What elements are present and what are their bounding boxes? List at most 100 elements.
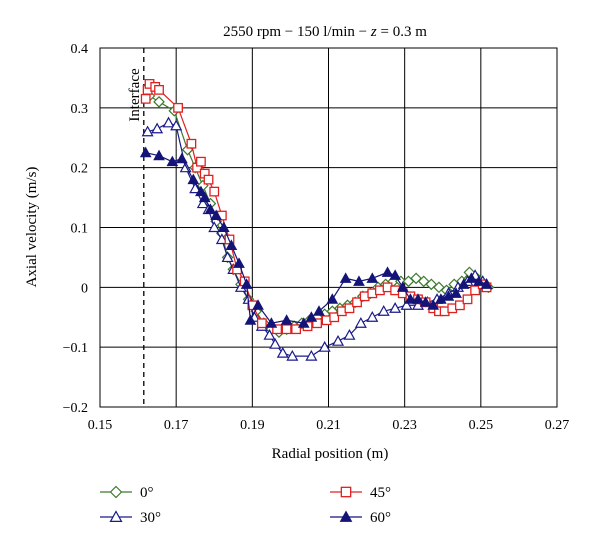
data-point xyxy=(377,305,390,316)
data-point xyxy=(210,209,223,221)
data-point xyxy=(366,311,379,322)
data-point xyxy=(396,281,409,292)
data-point xyxy=(353,275,365,286)
legend-label: 60° xyxy=(370,510,391,526)
data-point xyxy=(272,324,282,335)
plot-frame xyxy=(99,47,558,408)
data-point xyxy=(139,146,152,158)
data-point xyxy=(352,297,362,308)
data-point xyxy=(203,174,214,185)
data-point xyxy=(470,285,481,296)
data-point xyxy=(312,318,322,329)
data-point xyxy=(225,239,238,250)
series-3 xyxy=(139,146,493,328)
data-point xyxy=(209,186,220,197)
legend-label: 45° xyxy=(370,485,391,501)
data-point xyxy=(326,293,339,304)
data-point xyxy=(153,96,165,108)
data-point xyxy=(215,233,228,245)
data-point xyxy=(473,275,485,286)
y-tick-label: −0.1 xyxy=(63,341,88,356)
data-point xyxy=(281,324,292,335)
data-point xyxy=(412,293,424,304)
data-point xyxy=(187,173,200,185)
data-point xyxy=(318,340,331,352)
data-point xyxy=(151,122,164,134)
legend-entry: 60° xyxy=(330,510,391,526)
title-part-3: = 0.3 m xyxy=(377,24,427,40)
data-point xyxy=(297,317,310,328)
data-point xyxy=(162,116,175,128)
data-point xyxy=(166,155,179,167)
y-tick-label: 0.4 xyxy=(71,42,89,57)
data-point xyxy=(332,334,345,346)
data-point xyxy=(305,311,318,322)
legend-marker xyxy=(340,486,352,498)
x-tick-label: 0.27 xyxy=(545,418,570,433)
data-point xyxy=(217,221,230,232)
data-point xyxy=(457,278,470,289)
data-point xyxy=(286,349,299,361)
series-1 xyxy=(141,116,493,361)
series-2 xyxy=(140,79,492,335)
data-point xyxy=(244,314,257,325)
data-point xyxy=(366,272,379,283)
x-axis-label: Radial position (m) xyxy=(272,446,389,462)
y-axis-label: Axial velocity (m/s) xyxy=(24,167,40,288)
x-tick-label: 0.17 xyxy=(164,418,189,433)
legend-marker xyxy=(339,510,353,522)
data-point xyxy=(221,251,234,263)
data-point xyxy=(344,303,355,314)
y-tick-label: 0 xyxy=(81,281,88,296)
y-tick-label: 0.2 xyxy=(71,162,89,177)
data-point xyxy=(196,197,209,209)
data-point xyxy=(354,316,367,328)
data-point xyxy=(240,278,253,289)
x-tick-label: 0.25 xyxy=(469,418,494,433)
x-tick-label: 0.21 xyxy=(316,418,341,433)
data-point xyxy=(196,156,206,167)
data-point xyxy=(176,152,188,164)
x-tick-label: 0.23 xyxy=(392,418,417,433)
data-point xyxy=(208,221,221,233)
data-point xyxy=(189,182,202,194)
data-point xyxy=(427,299,440,310)
series-line xyxy=(145,83,487,330)
data-point xyxy=(400,299,413,310)
legend-marker xyxy=(109,510,123,523)
title-part-2: z xyxy=(370,24,377,40)
data-point xyxy=(198,191,211,203)
data-point xyxy=(252,299,264,310)
data-point xyxy=(204,203,217,215)
data-point xyxy=(186,138,197,149)
data-point xyxy=(265,317,278,328)
grid xyxy=(99,47,558,408)
data-point xyxy=(154,84,164,95)
legend-entry: 0° xyxy=(100,485,154,501)
data-point xyxy=(419,296,432,307)
y-tick-label: −0.2 xyxy=(63,401,88,416)
interface-label: Interface xyxy=(127,68,143,122)
y-tick-label: 0.1 xyxy=(71,222,89,237)
data-point xyxy=(153,149,165,161)
data-point xyxy=(442,290,455,301)
data-point xyxy=(329,312,340,323)
data-point xyxy=(343,328,356,340)
data-point xyxy=(465,272,478,283)
data-point xyxy=(170,119,183,131)
chart-title: 2550 rpm − 150 l/min − z = 0.3 m xyxy=(223,24,427,40)
legend-entry: 45° xyxy=(330,485,391,501)
data-point xyxy=(450,287,462,298)
y-tick-label: 0.3 xyxy=(71,102,89,117)
data-point xyxy=(269,337,282,349)
tick-labels: 0.15 0.17 0.19 0.21 0.23 0.25 0.27 −0.2 −0.1 0 0.1… xyxy=(63,42,570,433)
data-point xyxy=(305,349,318,361)
data-point xyxy=(381,266,394,277)
legend-marker xyxy=(109,485,123,499)
legend: 0° 30° 45° 60° xyxy=(100,485,391,526)
data-point xyxy=(404,293,417,304)
data-point xyxy=(313,305,325,316)
data-point xyxy=(256,318,267,329)
data-point xyxy=(141,125,154,137)
